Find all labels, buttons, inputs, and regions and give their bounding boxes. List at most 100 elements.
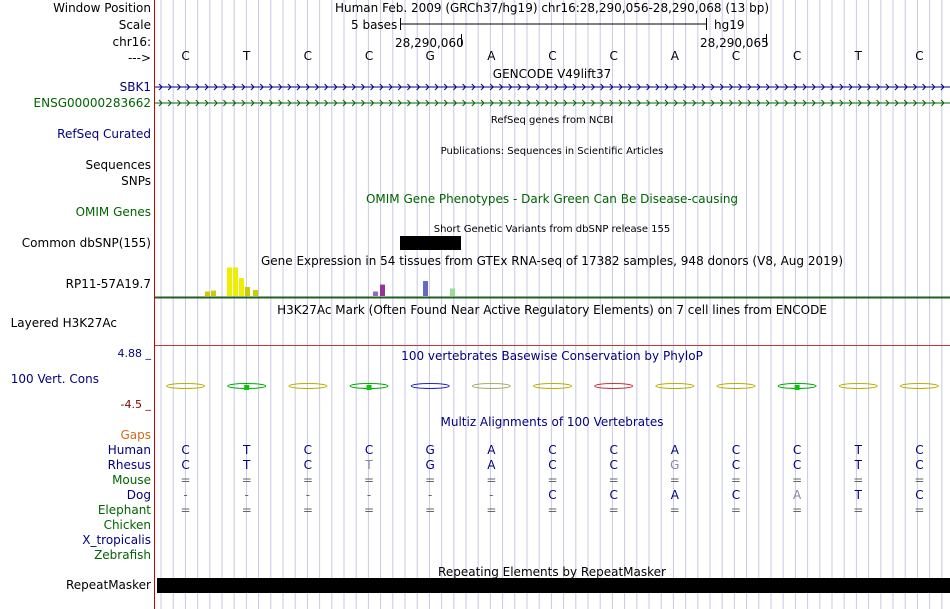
ensg-gene-model[interactable]: [155, 99, 950, 107]
scale-bar: [400, 18, 707, 30]
species-label[interactable]: Human: [107, 443, 151, 457]
sbk1-gene-model[interactable]: [155, 83, 950, 91]
strand-chevron: [931, 83, 936, 91]
strand-chevron: [701, 99, 706, 107]
strand-chevron: [545, 99, 550, 107]
strand-chevron: [158, 83, 163, 91]
repeatmasker-block[interactable]: [157, 578, 950, 593]
gtex-tissue-bar: [211, 290, 216, 296]
alignment-base: =: [853, 473, 864, 487]
gtex-tissue-bar: [373, 291, 378, 296]
strand-chevron: [811, 83, 816, 91]
conservation-plot[interactable]: [155, 375, 950, 397]
strand-chevron: [361, 99, 366, 107]
refseq-track-title[interactable]: RefSeq genes from NCBI: [490, 115, 614, 126]
repeatmasker-track-title[interactable]: Repeating Elements by RepeatMasker: [438, 565, 666, 579]
strand-chevron: [462, 83, 467, 91]
alignment-base: =: [425, 503, 436, 517]
ensg-gene-label[interactable]: ENSG00000283662: [33, 96, 151, 110]
species-label[interactable]: Chicken: [103, 518, 151, 532]
alignment-base: T: [854, 458, 862, 472]
strand-chevron: [775, 99, 780, 107]
cons-axis-max: 4.88 _: [117, 347, 152, 360]
omim-track-label[interactable]: OMIM Genes: [75, 205, 151, 219]
strand-chevron: [591, 99, 596, 107]
strand-chevron: [388, 99, 393, 107]
refseq-track-label[interactable]: RefSeq Curated: [57, 127, 151, 141]
strand-chevron: [453, 99, 458, 107]
strand-chevron: [802, 83, 807, 91]
gaps-label[interactable]: Gaps: [120, 428, 151, 442]
sequences-track-label[interactable]: Sequences: [85, 158, 151, 172]
strand-chevron: [241, 83, 246, 91]
gtex-track-title[interactable]: Gene Expression in 54 tissues from GTEx …: [260, 254, 844, 268]
publications-track-title[interactable]: Publications: Sequences in Scientific Ar…: [440, 146, 664, 157]
gene-models[interactable]: [155, 80, 950, 108]
repeatmasker-track-label[interactable]: RepeatMasker: [65, 578, 151, 592]
gencode-track-title[interactable]: GENCODE V49lift37: [492, 67, 612, 81]
strand-chevron: [903, 99, 908, 107]
strand-chevron: [756, 83, 761, 91]
species-label[interactable]: Dog: [126, 488, 151, 502]
h3k27ac-track-title[interactable]: H3K27Ac Mark (Often Found Near Active Re…: [277, 303, 827, 317]
strand-chevron: [425, 99, 430, 107]
alignment-base: C: [303, 443, 313, 457]
strand-chevron: [913, 83, 918, 91]
alignment-base: =: [547, 473, 558, 487]
strand-chevron: [177, 99, 182, 107]
gtex-expression-bars[interactable]: [155, 266, 950, 300]
species-label[interactable]: Rhesus: [107, 458, 151, 472]
strand-chevron: [913, 99, 918, 107]
strand-chevron: [784, 99, 789, 107]
base-letter: C: [792, 49, 802, 63]
strand-chevron: [673, 99, 678, 107]
strand-chevron: [425, 83, 430, 91]
strand-chevron: [471, 99, 476, 107]
cons-track-label[interactable]: 100 Vert. Cons: [10, 372, 99, 386]
strand-chevron: [922, 99, 927, 107]
species-label[interactable]: Mouse: [112, 473, 151, 487]
alignment-base: T: [854, 488, 862, 502]
species-label[interactable]: Elephant: [97, 503, 151, 517]
alignment-base: G: [425, 458, 435, 472]
dbsnp-track-title[interactable]: Short Genetic Variants from dbSNP releas…: [433, 224, 671, 235]
strand-chevron: [793, 83, 798, 91]
conservation-mark: [838, 383, 878, 389]
alignment-base: -: [183, 488, 188, 502]
tick-mark-1: [461, 34, 462, 46]
strand-chevron: [609, 99, 614, 107]
strand-chevron: [407, 83, 412, 91]
strand-chevron: [333, 83, 338, 91]
alignment-base: C: [915, 488, 924, 502]
base-letter: G: [425, 49, 435, 63]
gtex-gene-label[interactable]: RP11-57A19.7: [65, 277, 151, 291]
dbsnp-track-label[interactable]: Common dbSNP(155): [21, 236, 151, 250]
strand-chevron: [646, 83, 651, 91]
omim-track-title[interactable]: OMIM Gene Phenotypes - Dark Green Can Be…: [365, 192, 739, 206]
strand-chevron: [857, 99, 862, 107]
species-label[interactable]: X_tropicalis: [82, 533, 151, 547]
strand-chevron: [416, 99, 421, 107]
conservation-score: [794, 385, 800, 390]
strand-arrow-label[interactable]: --->: [127, 51, 151, 65]
alignment-base: C: [731, 443, 741, 457]
species-label[interactable]: Zebrafish: [94, 548, 151, 562]
alignment-base: C: [731, 488, 741, 502]
strand-chevron: [499, 99, 504, 107]
gtex-tissue-bar: [380, 284, 385, 296]
dbsnp-variant-block[interactable]: [400, 236, 461, 250]
sbk1-gene-label[interactable]: SBK1: [119, 80, 151, 94]
phylop-track-title[interactable]: 100 vertebrates Basewise Conservation by…: [401, 349, 703, 363]
h3k27ac-track-label[interactable]: Layered H3K27Ac: [10, 316, 117, 330]
multiz-track-title[interactable]: Multiz Alignments of 100 Vertebrates: [440, 415, 664, 429]
gtex-tissue-bar: [245, 287, 250, 296]
strand-chevron: [443, 99, 448, 107]
h3k27ac-baseline: [155, 345, 950, 346]
snps-track-label[interactable]: SNPs: [121, 174, 151, 188]
strand-chevron: [397, 83, 402, 91]
strand-chevron: [664, 83, 669, 91]
strand-chevron: [830, 83, 835, 91]
alignment-base: =: [608, 473, 619, 487]
strand-chevron: [186, 99, 191, 107]
strand-chevron: [480, 83, 485, 91]
